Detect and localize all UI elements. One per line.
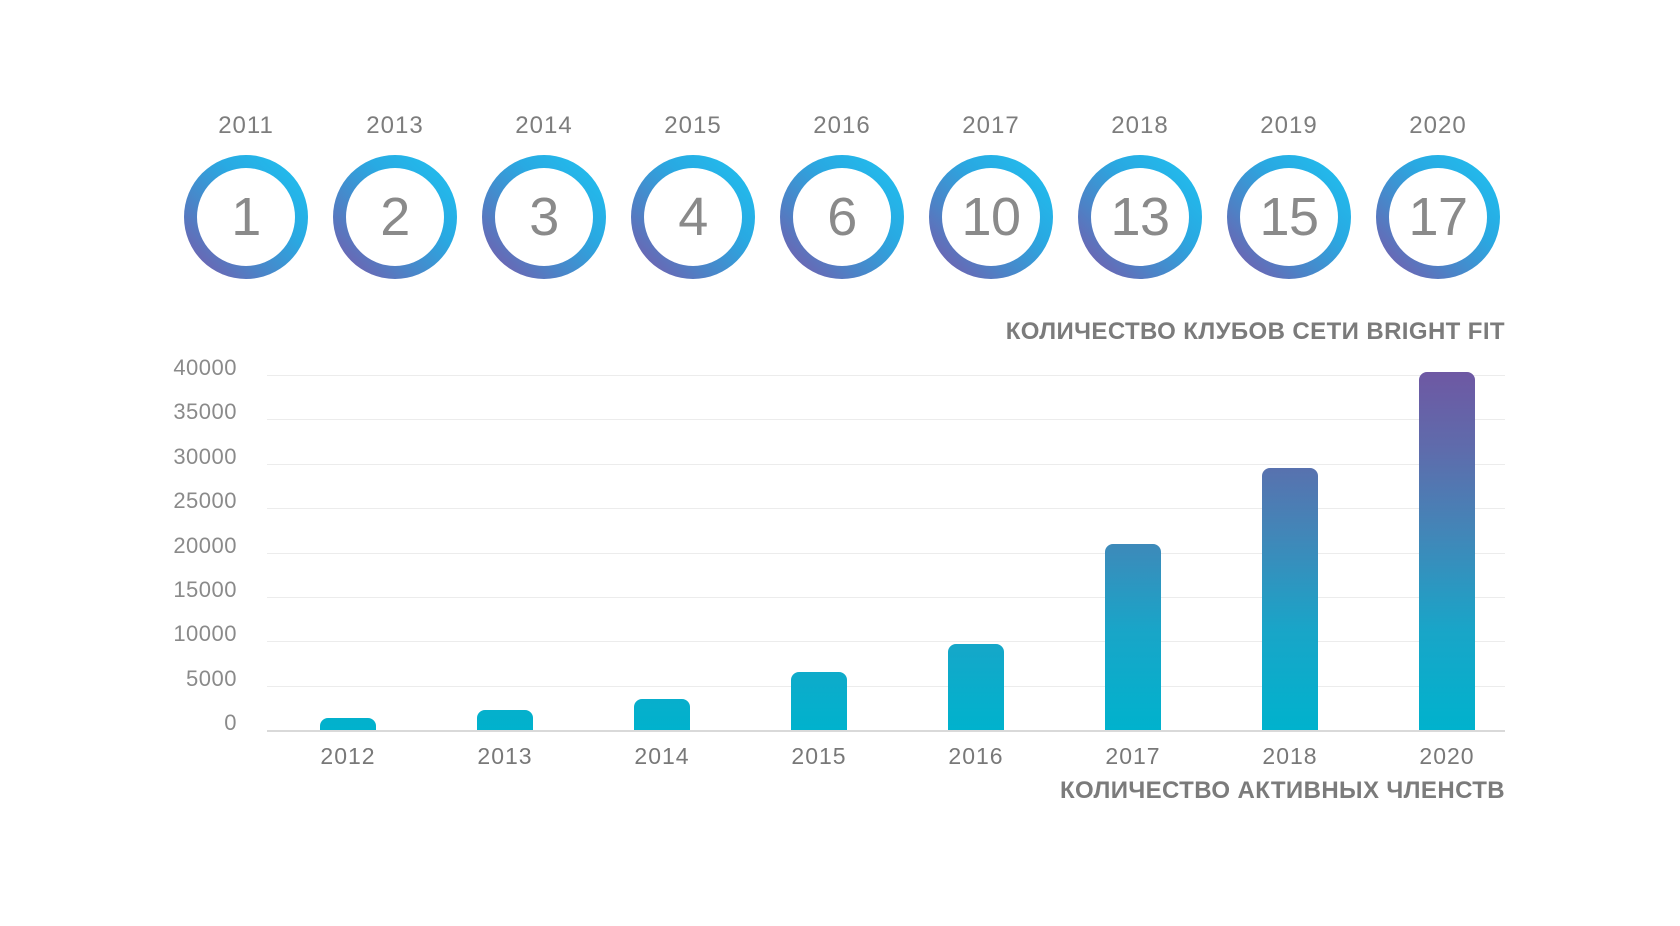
gridline xyxy=(267,419,1505,421)
club-count-ring-inner: 15 xyxy=(1240,168,1338,266)
club-year-label: 2020 xyxy=(1409,112,1467,139)
club-year-label: 2018 xyxy=(1111,112,1169,139)
y-axis-tick-label: 20000 xyxy=(173,532,237,558)
club-year-item: 2017 10 xyxy=(929,112,1053,279)
x-axis-category-label: 2015 xyxy=(791,743,847,769)
y-axis-tick-label: 15000 xyxy=(173,576,237,602)
club-year-label: 2013 xyxy=(366,112,424,139)
bar xyxy=(791,672,847,730)
club-count-ring: 4 xyxy=(631,155,755,279)
club-year-label: 2017 xyxy=(962,112,1020,139)
club-count-value: 15 xyxy=(1259,187,1319,247)
x-axis-category-label: 2018 xyxy=(1262,743,1318,769)
y-axis-tick-label: 40000 xyxy=(173,355,237,380)
bar xyxy=(477,710,533,730)
club-count-value: 10 xyxy=(961,187,1021,247)
bar xyxy=(1419,372,1475,730)
club-count-ring: 17 xyxy=(1376,155,1500,279)
club-count-value: 6 xyxy=(827,187,857,247)
gridline xyxy=(267,596,1505,598)
club-count-ring: 6 xyxy=(780,155,904,279)
gridline xyxy=(267,463,1505,465)
club-year-item: 2015 4 xyxy=(631,112,755,279)
x-axis-category-label: 2013 xyxy=(477,743,533,769)
club-count-ring: 3 xyxy=(482,155,606,279)
clubs-timeline: 2011 1 2013 2 2014 3 2015 4 2016 6 2017 10 2018 13 201… xyxy=(184,112,1500,279)
club-year-item: 2014 3 xyxy=(482,112,606,279)
gridline xyxy=(267,375,1505,376)
club-count-ring-inner: 1 xyxy=(197,168,295,266)
x-axis-category-label: 2014 xyxy=(634,743,690,769)
bar xyxy=(948,644,1004,730)
club-count-ring-inner: 6 xyxy=(793,168,891,266)
x-axis-category-label: 2017 xyxy=(1105,743,1161,769)
club-year-label: 2015 xyxy=(664,112,722,139)
club-count-ring-inner: 13 xyxy=(1091,168,1189,266)
bar xyxy=(1105,544,1161,730)
x-axis-category-label: 2012 xyxy=(320,743,376,769)
gridline xyxy=(267,685,1505,687)
gridline xyxy=(267,730,1505,732)
club-count-value: 13 xyxy=(1110,187,1170,247)
club-count-value: 1 xyxy=(231,187,261,247)
club-year-label: 2016 xyxy=(813,112,871,139)
gridline xyxy=(267,508,1505,510)
gridline xyxy=(267,552,1505,554)
club-year-item: 2013 2 xyxy=(333,112,457,279)
club-count-value: 4 xyxy=(678,187,708,247)
bar xyxy=(634,699,690,730)
club-count-ring-inner: 2 xyxy=(346,168,444,266)
x-axis-category-label: 2016 xyxy=(948,743,1004,769)
club-count-value: 17 xyxy=(1408,187,1468,247)
x-axis-category-label: 2020 xyxy=(1419,743,1475,769)
club-year-label: 2014 xyxy=(515,112,573,139)
y-axis-tick-label: 30000 xyxy=(173,443,237,469)
club-count-ring-inner: 3 xyxy=(495,168,593,266)
y-axis-tick-label: 0 xyxy=(224,710,237,735)
club-count-ring: 13 xyxy=(1078,155,1202,279)
y-axis-tick-label: 10000 xyxy=(173,621,237,647)
members-chart-title: КОЛИЧЕСТВО АКТИВНЫХ ЧЛЕНСТВ xyxy=(1059,777,1505,804)
club-year-label: 2011 xyxy=(218,112,274,139)
club-count-ring: 1 xyxy=(184,155,308,279)
club-count-ring: 15 xyxy=(1227,155,1351,279)
club-year-item: 2011 1 xyxy=(184,112,308,279)
club-year-item: 2020 17 xyxy=(1376,112,1500,279)
club-count-ring-inner: 17 xyxy=(1389,168,1487,266)
y-axis-tick-label: 5000 xyxy=(186,665,237,691)
gridline xyxy=(267,641,1505,643)
club-count-ring: 2 xyxy=(333,155,457,279)
club-year-label: 2019 xyxy=(1260,112,1318,139)
members-chart: 0 5000 10000 15000 20000 25000 30000 35000 40000… xyxy=(173,357,1505,769)
club-count-ring-inner: 10 xyxy=(942,168,1040,266)
club-count-value: 2 xyxy=(380,187,410,247)
bar xyxy=(320,718,376,730)
y-axis-tick-label: 35000 xyxy=(173,399,237,425)
clubs-title: КОЛИЧЕСТВО КЛУБОВ СЕТИ BRIGHT FIT xyxy=(1005,318,1505,345)
club-year-item: 2018 13 xyxy=(1078,112,1202,279)
club-count-value: 3 xyxy=(529,187,559,247)
club-year-item: 2019 15 xyxy=(1227,112,1351,279)
bar xyxy=(1262,468,1318,730)
club-count-ring: 10 xyxy=(929,155,1053,279)
club-year-item: 2016 6 xyxy=(780,112,904,279)
y-axis-tick-label: 25000 xyxy=(173,488,237,514)
club-count-ring-inner: 4 xyxy=(644,168,742,266)
